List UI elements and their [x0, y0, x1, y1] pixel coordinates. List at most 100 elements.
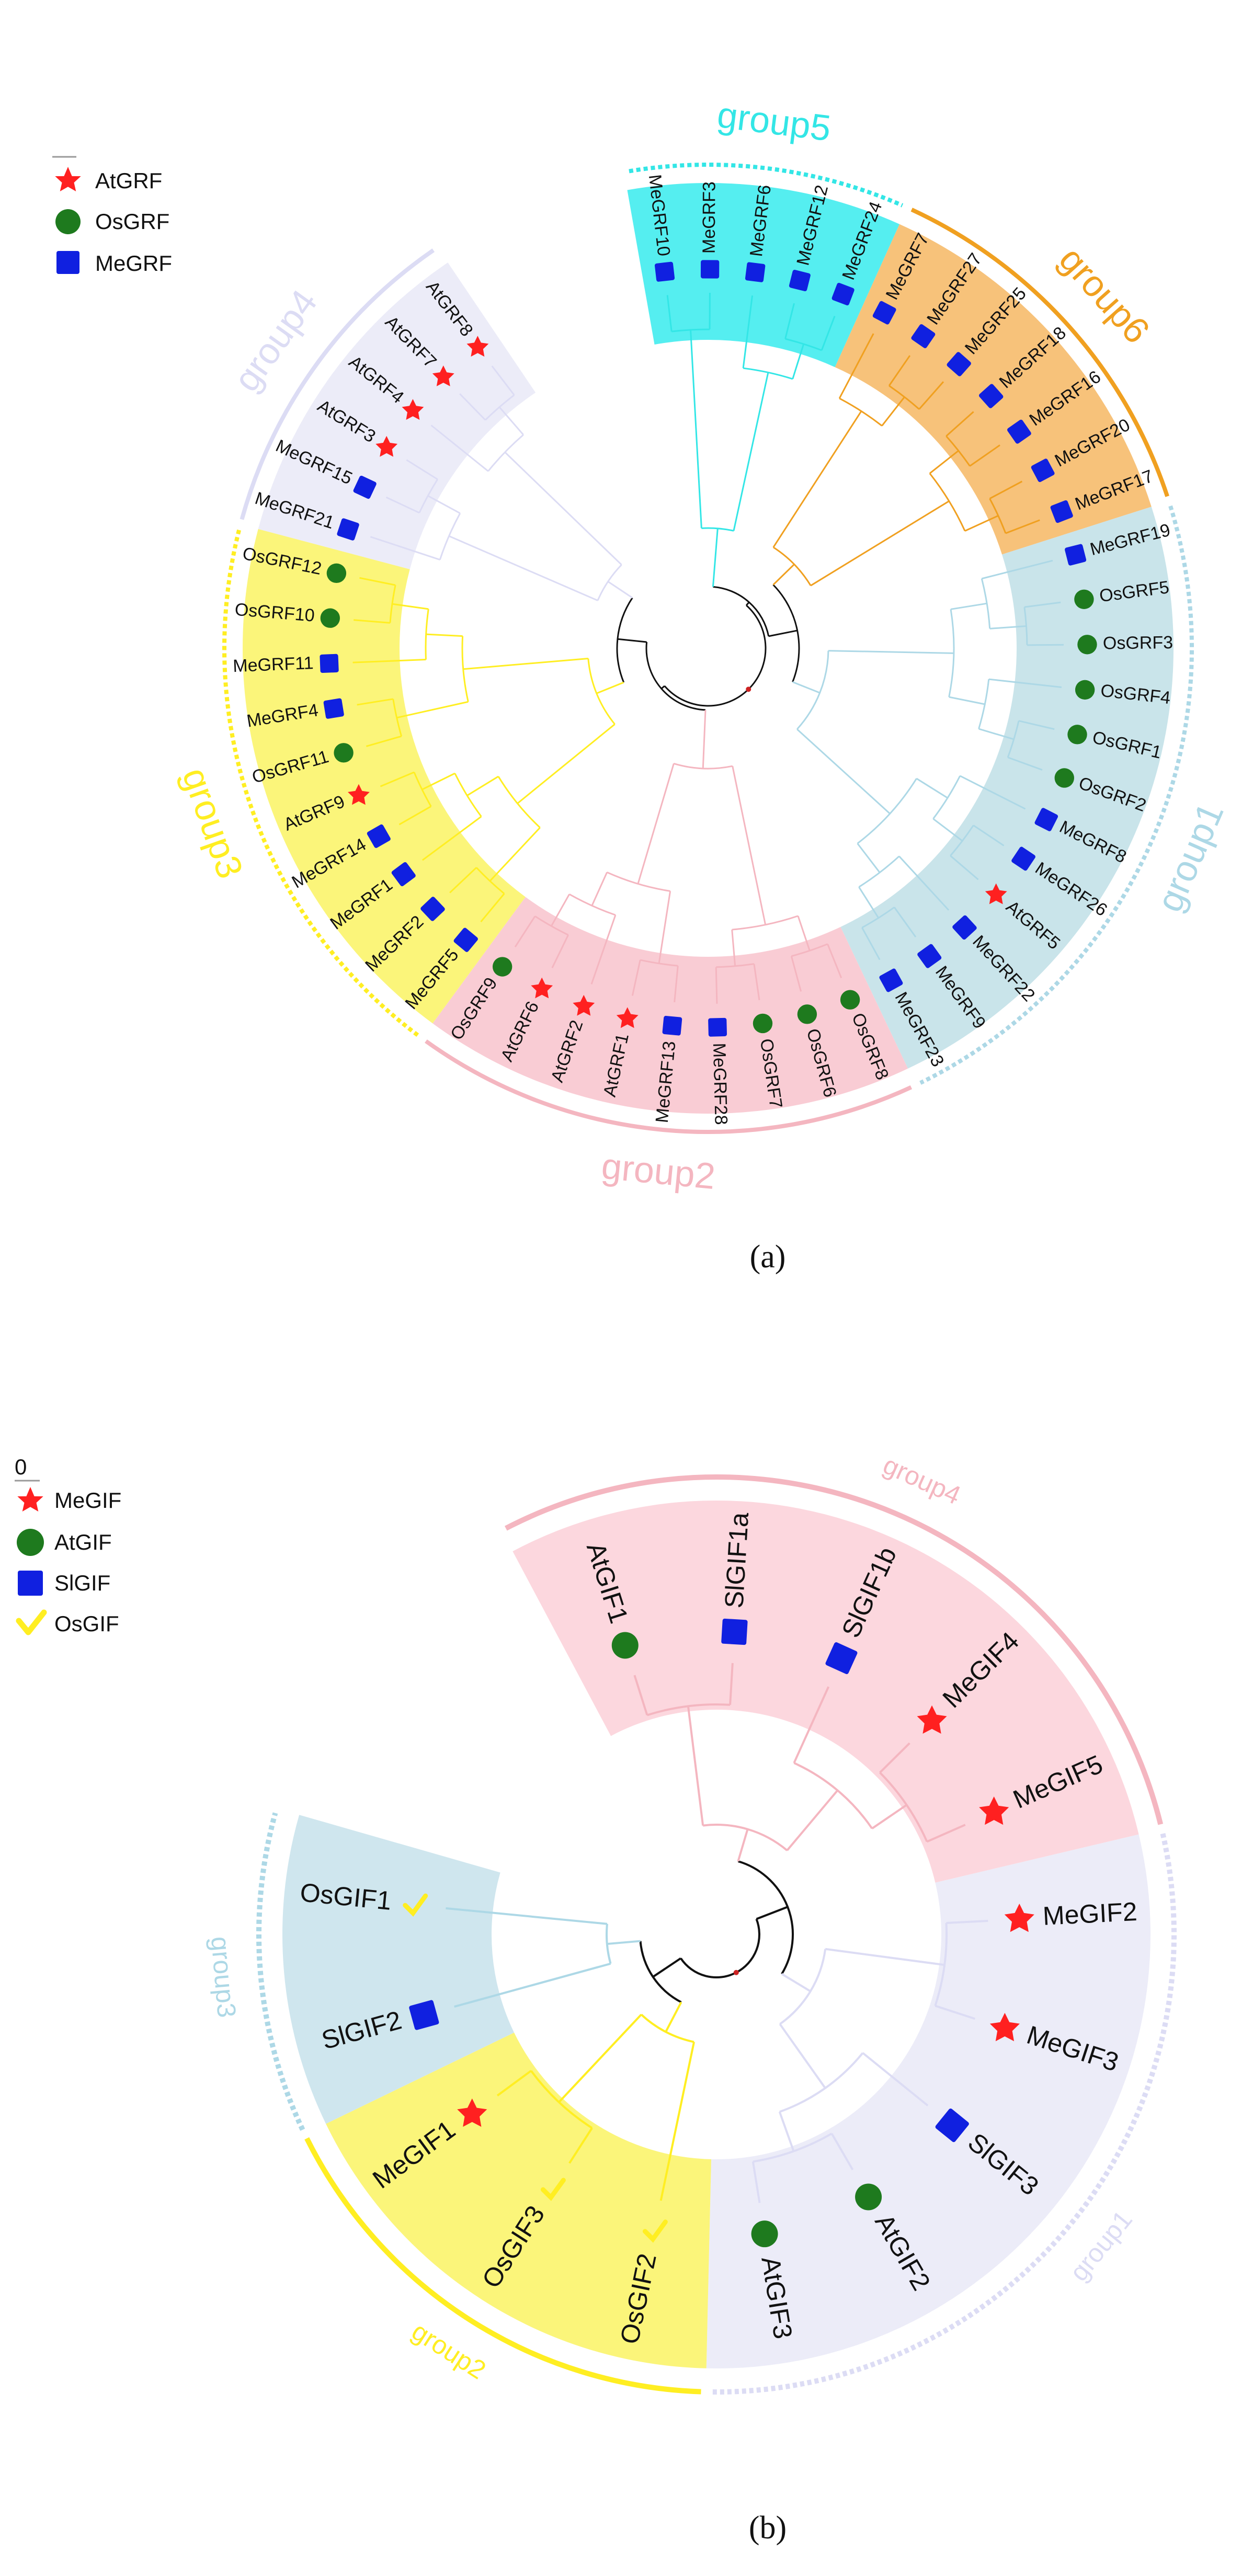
- tree-branch: [825, 1948, 945, 1966]
- group-sector: [326, 2032, 711, 2368]
- group-label: group3: [175, 762, 251, 884]
- star-icon: [616, 1007, 639, 1028]
- square-icon: [917, 944, 942, 968]
- group-label: group5: [715, 94, 833, 148]
- tree-branch: [792, 681, 821, 694]
- tree-branch: [989, 625, 1027, 629]
- tree-branch: [926, 1824, 966, 1843]
- square-icon: [654, 261, 675, 282]
- circle-icon: [1075, 680, 1095, 700]
- tree-branch: [666, 295, 673, 332]
- tree-branch: [406, 459, 438, 480]
- tree-branch: [425, 609, 429, 660]
- tree-branch: [427, 495, 461, 514]
- tree-branch: [779, 2052, 864, 2113]
- tree-branch: [857, 778, 917, 844]
- group-arc: [710, 1833, 1177, 2395]
- tree-branch: [454, 773, 482, 817]
- tree-branch: [715, 967, 718, 1004]
- tree-branch: [839, 397, 883, 427]
- square-icon: [708, 1017, 727, 1037]
- tree-branch: [929, 473, 966, 532]
- tree-branch: [779, 2023, 826, 2089]
- tree-branch: [498, 406, 524, 436]
- tree-branch: [702, 1824, 788, 1851]
- tree-branch: [449, 867, 477, 894]
- tree-branch: [742, 295, 754, 369]
- tree-branch: [712, 528, 719, 587]
- tree-branch: [934, 1922, 948, 2007]
- tree-root: [733, 1970, 739, 1975]
- tree-branch: [898, 855, 950, 911]
- star-icon: [917, 1705, 947, 1734]
- tree-branch: [737, 1829, 749, 1862]
- tree-branch: [389, 585, 396, 623]
- tree-branch: [607, 872, 670, 892]
- tree-branch: [737, 1860, 794, 1975]
- square-icon: [978, 384, 1004, 408]
- tree-branch: [785, 338, 822, 351]
- square-icon: [789, 270, 811, 292]
- group-label: group2: [600, 1146, 717, 1197]
- legend-square-icon: [56, 251, 79, 274]
- tree-branch: [380, 771, 415, 787]
- tree-branch: [392, 603, 429, 610]
- group-sector: [282, 1815, 515, 2124]
- tree-branch: [596, 681, 624, 694]
- legend-label: MeGRF: [95, 251, 172, 276]
- tree-branch: [1007, 757, 1043, 771]
- square-icon: [1011, 846, 1035, 871]
- tree-branch: [530, 2070, 593, 2129]
- circle-icon: [753, 1013, 773, 1034]
- tree-branch: [497, 776, 541, 829]
- tree-branch: [858, 855, 900, 888]
- tree-branch: [1018, 720, 1055, 730]
- star-icon: [348, 784, 370, 805]
- phylogenetic-tree-a: MeGRF10 MeGRF3 MeGRF6 MeGRF12 MeGRF24MeGRF7M…: [175, 94, 1232, 1197]
- panel-a-legend: AtGRF OsGRF MeGRF: [52, 156, 172, 276]
- tree-branch: [732, 765, 767, 925]
- tree-branch: [359, 577, 396, 586]
- group-arc: [919, 505, 1194, 1085]
- tree-branch: [796, 650, 829, 730]
- tree-branch: [862, 2052, 929, 2106]
- square-icon: [353, 475, 377, 499]
- square-icon: [1034, 808, 1058, 831]
- tree-branch: [793, 1686, 830, 1764]
- tree-branch: [950, 602, 987, 610]
- square-icon: [391, 862, 416, 886]
- star-icon: [375, 436, 398, 457]
- tree-branch: [645, 642, 706, 711]
- check-icon: [540, 2178, 566, 2201]
- tree-branch: [988, 678, 1062, 688]
- tree-branch: [607, 1940, 641, 1945]
- phylogenetic-tree-b: AtGIF1 SlGIF1a SlGIF1bMeGIF4MeGIF5MeGIF2Me…: [206, 1450, 1177, 2395]
- panel-label-b: (b): [749, 2510, 787, 2546]
- tree-branch: [964, 514, 999, 532]
- tree-branch: [357, 698, 393, 706]
- tree-branch: [989, 480, 1023, 499]
- tree-branch: [587, 658, 616, 725]
- tree-branch: [466, 775, 499, 796]
- tree-branch: [857, 843, 881, 873]
- legend-label: AtGIF: [54, 1530, 112, 1554]
- tree-branch: [786, 1790, 839, 1851]
- panel-a: AtGRF OsGRF MeGRF MeGRF10 MeGRF3 MeGRF6 MeG…: [52, 94, 1232, 1275]
- tree-branch: [659, 2042, 696, 2201]
- tree-branch: [768, 629, 798, 637]
- group-arc: [256, 1812, 305, 2131]
- tree-branch: [796, 728, 891, 815]
- tree-branch: [772, 410, 862, 548]
- tree-branch: [439, 513, 461, 560]
- check-icon: [642, 2219, 668, 2243]
- leaf-label: OsGRF3: [1103, 633, 1173, 653]
- tree-branch: [732, 915, 799, 931]
- tree-branch: [459, 393, 486, 421]
- tree-branch: [422, 772, 455, 791]
- tree-branch: [517, 724, 616, 804]
- leaf-label: MeGRF3: [699, 181, 720, 254]
- tree-branch: [946, 1919, 988, 1924]
- tree-branch: [861, 907, 895, 929]
- tree-branch: [981, 559, 1053, 580]
- tree-branch: [778, 2111, 795, 2152]
